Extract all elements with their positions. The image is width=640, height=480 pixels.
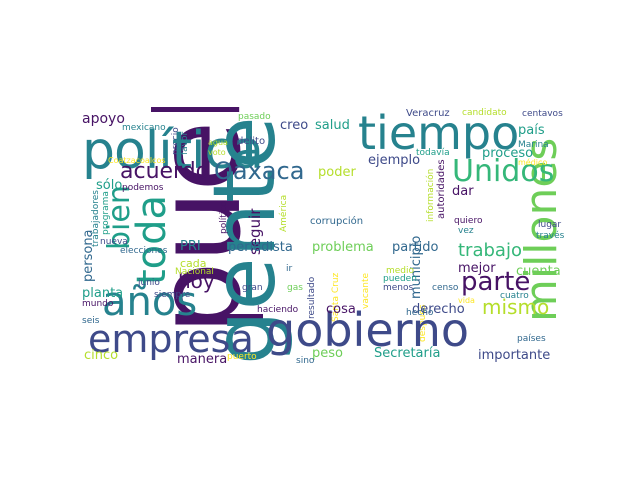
word-junio: junio	[138, 278, 160, 288]
word-acuerdo: acuerdo	[120, 159, 210, 184]
word-periodista: periodista	[228, 240, 293, 255]
word-cloud: pueblo gente millones toda bien municipi…	[80, 107, 580, 373]
word-hoy: hoy	[178, 269, 215, 293]
word-mundo: mundo	[82, 299, 114, 309]
word-salud: salud	[315, 118, 350, 133]
word-partido: partido	[392, 240, 439, 255]
word-politico: político	[219, 201, 229, 234]
word-america: América	[279, 194, 289, 232]
word-agua: agua	[208, 138, 228, 147]
word-corrupcion: corrupción	[310, 216, 364, 227]
word-trabajo: trabajo	[458, 240, 522, 261]
word-hecho: hecho	[406, 308, 434, 318]
word-hablando: hablando	[80, 183, 82, 225]
word-cuatro: cuatro	[500, 291, 529, 301]
word-haciendo: haciendo	[257, 305, 299, 315]
word-unidos: Unidos	[452, 154, 555, 189]
word-solo: sólo	[96, 178, 123, 193]
word-centavos: centavos	[522, 109, 563, 119]
word-proceso: proceso	[482, 146, 534, 161]
word-vida: vida	[458, 296, 475, 305]
word-problema: problema	[312, 240, 374, 255]
word-poder: poder	[318, 165, 356, 180]
word-pais: país	[518, 123, 545, 138]
word-seis: seis	[82, 316, 100, 326]
word-autoridades: autoridades	[436, 159, 447, 219]
word-mejor: mejor	[458, 261, 496, 276]
word-importante: importante	[478, 348, 551, 363]
word-traves: través	[536, 231, 565, 241]
word-creo: creo	[280, 118, 309, 133]
word-gas: gas	[287, 283, 303, 293]
word-censo: censo	[432, 283, 459, 293]
word-todavia: todavía	[416, 148, 450, 158]
word-medico: médico	[518, 158, 548, 167]
word-quiero: quiero	[454, 216, 483, 226]
word-ir: ir	[286, 264, 293, 274]
word-programa: programa	[101, 191, 111, 235]
word-candidato: candidato	[462, 108, 507, 118]
word-nacional: Nacional	[175, 267, 214, 277]
word-parte: parte	[461, 267, 531, 297]
word-cosa: cosa	[326, 302, 356, 317]
word-marina: Marina	[518, 140, 549, 150]
word-cuenta: cuenta	[516, 264, 561, 279]
word-secretaria: Secretaría	[374, 346, 441, 361]
word-manera: manera	[177, 352, 228, 367]
word-informacion: información	[426, 168, 436, 222]
word-menos: menos	[383, 283, 414, 293]
word-ejemplo: ejemplo	[368, 153, 421, 168]
word-podemos: podemos	[122, 183, 164, 193]
word-derecho: derecho	[412, 302, 465, 317]
word-paises: países	[517, 334, 546, 344]
word-anos: años	[102, 279, 198, 325]
word-cada: cada	[180, 257, 207, 270]
word-sino: sino	[296, 356, 315, 366]
word-toda: toda	[129, 194, 175, 285]
word-veracruz: Veracruz	[406, 108, 450, 119]
word-coatzacoalcos: Coatzacoalcos	[108, 156, 166, 165]
word-pri: PRI	[180, 239, 201, 254]
word-elecciones: elecciones	[120, 246, 168, 256]
word-apoyo: apoyo	[82, 111, 125, 127]
word-medio: medio	[386, 266, 415, 276]
word-planta: planta	[82, 286, 124, 301]
word-empresa: empresa	[88, 317, 254, 361]
word-siempre: siempre	[154, 290, 191, 300]
word-politica: política	[82, 121, 264, 181]
word-tiempo: tiempo	[358, 107, 520, 160]
word-mismo: mismo	[482, 295, 550, 319]
word-dar: dar	[452, 184, 474, 199]
word-mexicano: mexicano	[122, 123, 166, 133]
word-delito: delito	[237, 136, 266, 147]
word-nueva: nueva	[100, 237, 128, 247]
word-pueden: pueden	[383, 274, 417, 284]
word-gran: gran	[242, 283, 263, 293]
word-gobierno: gobierno	[266, 303, 470, 357]
word-vez: vez	[458, 226, 474, 236]
word-cinco: cinco	[84, 348, 119, 363]
word-oaxaca: Oaxaca	[214, 157, 305, 185]
word-voto: voto	[208, 148, 226, 157]
word-puerto: puerto	[227, 352, 257, 362]
word-peso: peso	[312, 346, 343, 361]
word-pasado: pasado	[238, 112, 271, 122]
word-lugar: lugar	[538, 220, 562, 230]
